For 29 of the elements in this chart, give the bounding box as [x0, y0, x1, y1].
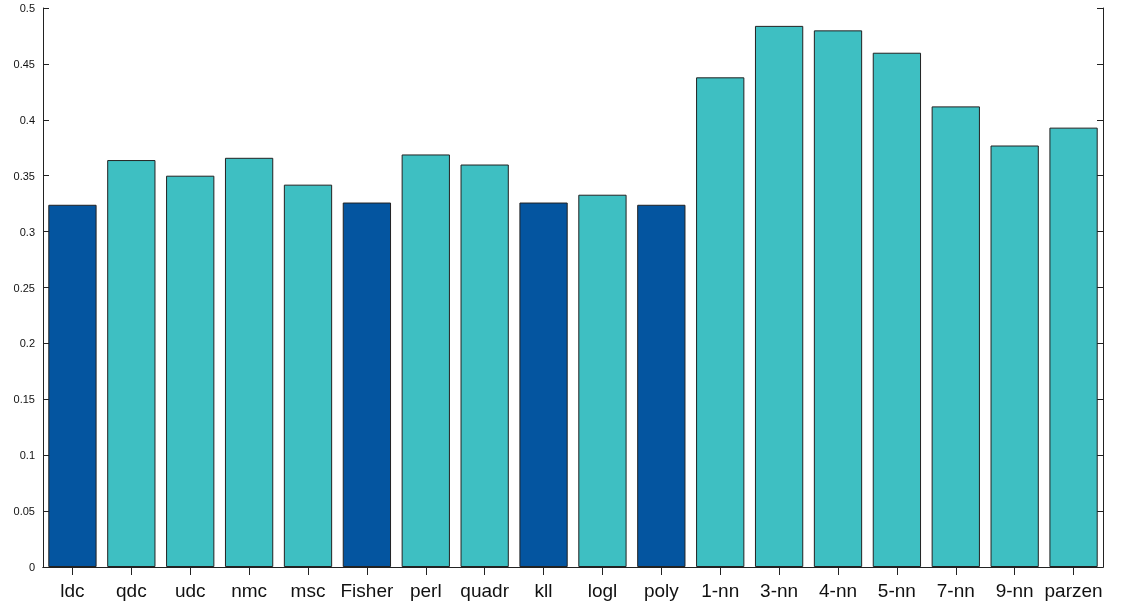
y-tick-label: 0 — [28, 561, 35, 573]
x-tick-label: udc — [174, 580, 206, 601]
x-tick-label: 1-nn — [701, 580, 740, 601]
x-tick-label: logl — [587, 580, 618, 601]
x-tick-label: parzen — [1044, 580, 1103, 601]
x-tick-label: 9-nn — [995, 580, 1034, 601]
x-tick-label: msc — [290, 580, 326, 601]
y-tick-label: 0.4 — [19, 113, 35, 126]
x-tick-label: 5-nn — [877, 580, 916, 601]
y-tick-label: 0.35 — [13, 169, 35, 182]
y-tick-label: 0.2 — [19, 337, 35, 350]
x-tick-label: 3-nn — [760, 580, 799, 601]
x-tick-label: Fisher — [340, 580, 394, 601]
x-tick-label: kll — [534, 580, 553, 601]
y-tick-label: 0.3 — [19, 225, 35, 238]
y-tick-label: 0.05 — [13, 505, 35, 518]
x-tick-label: nmc — [231, 580, 268, 601]
x-tick-label: 4-nn — [818, 580, 858, 601]
y-tick-label: 0.15 — [13, 393, 35, 406]
x-tick-label: qdc — [116, 580, 147, 601]
y-tick-label: 0.25 — [13, 281, 35, 294]
y-tick-label: 0.5 — [19, 2, 35, 14]
y-tick-label: 0.1 — [19, 449, 35, 462]
x-tick-label: 7-nn — [936, 580, 975, 601]
x-tick-label: ldc — [60, 580, 85, 601]
x-tick-label: perl — [409, 580, 442, 601]
x-tick-label: quadr — [460, 580, 510, 601]
x-tick-label: poly — [643, 580, 680, 601]
y-tick-label: 0.45 — [13, 57, 35, 70]
